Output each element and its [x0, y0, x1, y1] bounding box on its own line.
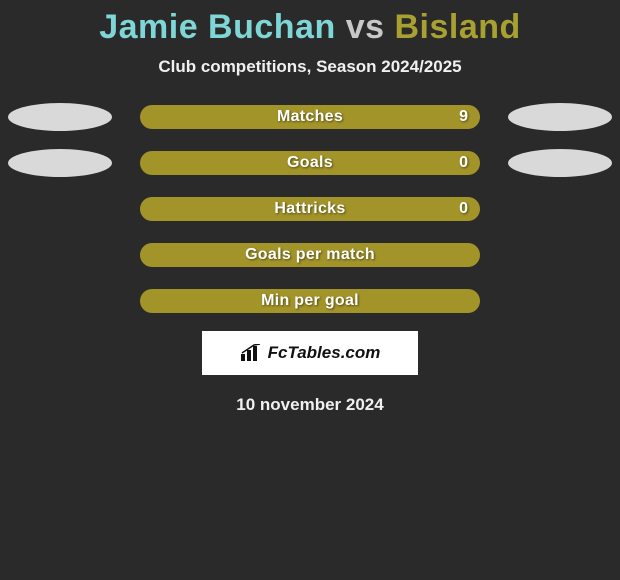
stat-bar: Goals 0	[140, 151, 480, 175]
title-vs: vs	[346, 8, 385, 46]
player1-name: Jamie Buchan	[99, 8, 336, 46]
stat-bar: Goals per match	[140, 243, 480, 267]
player1-ellipse	[8, 149, 112, 177]
stats-chart: Matches 9 Goals 0 Hattricks 0 Goals per …	[0, 105, 620, 313]
comparison-title: Jamie Buchan vs Bisland	[99, 8, 521, 47]
stat-row: Hattricks 0	[0, 197, 620, 221]
stat-row: Goals 0	[0, 151, 620, 175]
date-label: 10 november 2024	[236, 395, 383, 415]
stat-bar: Min per goal	[140, 289, 480, 313]
stat-row: Goals per match	[0, 243, 620, 267]
subtitle: Club competitions, Season 2024/2025	[158, 57, 461, 77]
stat-bar: Hattricks 0	[140, 197, 480, 221]
stat-label: Matches	[277, 108, 343, 126]
stat-bar: Matches 9	[140, 105, 480, 129]
stat-value: 9	[459, 108, 468, 126]
player2-name: Bisland	[394, 8, 520, 46]
player2-ellipse	[508, 149, 612, 177]
stat-label: Goals per match	[245, 246, 375, 264]
stat-row: Matches 9	[0, 105, 620, 129]
stat-row: Min per goal	[0, 289, 620, 313]
stat-label: Goals	[287, 154, 333, 172]
source-badge-text: FcTables.com	[268, 343, 381, 363]
stat-label: Min per goal	[261, 292, 359, 310]
chart-icon	[240, 344, 262, 362]
player1-ellipse	[8, 103, 112, 131]
player2-ellipse	[508, 103, 612, 131]
stat-value: 0	[459, 200, 468, 218]
stat-value: 0	[459, 154, 468, 172]
stat-label: Hattricks	[274, 200, 345, 218]
source-badge: FcTables.com	[202, 331, 418, 375]
